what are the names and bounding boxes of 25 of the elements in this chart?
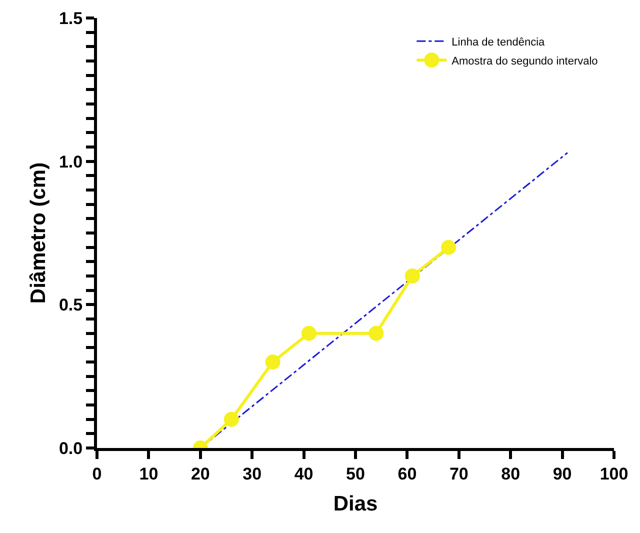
- point: [404, 268, 420, 284]
- legend-label: Linha de tendência: [452, 36, 546, 48]
- x-tick-label: 100: [600, 464, 628, 484]
- x-tick-label: 90: [552, 464, 572, 484]
- x-tick-label: 10: [139, 464, 158, 484]
- x-tick-label: 70: [449, 464, 468, 484]
- point: [441, 240, 456, 255]
- point: [368, 326, 384, 341]
- y-tick-label: 0.5: [58, 296, 83, 315]
- x-tick-label: 60: [398, 464, 417, 484]
- x-tick-label: 20: [190, 464, 210, 484]
- y-axis-title: Diâmetro (cm): [27, 162, 50, 304]
- x-tick-label: 0: [92, 464, 102, 484]
- x-tick-label: 50: [346, 464, 365, 484]
- y-tick-label: 1.5: [58, 8, 83, 28]
- x-tick-label: 40: [294, 464, 314, 484]
- x-tick-label: 80: [501, 464, 520, 484]
- y-tick-label: 1.0: [58, 152, 83, 172]
- legend-label: Amostra do segundo intervalo: [452, 55, 598, 68]
- y-tick-label: 0.0: [58, 438, 83, 458]
- point: [224, 412, 239, 427]
- point: [301, 326, 316, 341]
- point: [265, 354, 280, 370]
- x-tick-label: 30: [242, 464, 262, 484]
- x-axis-title: Dias: [333, 492, 378, 516]
